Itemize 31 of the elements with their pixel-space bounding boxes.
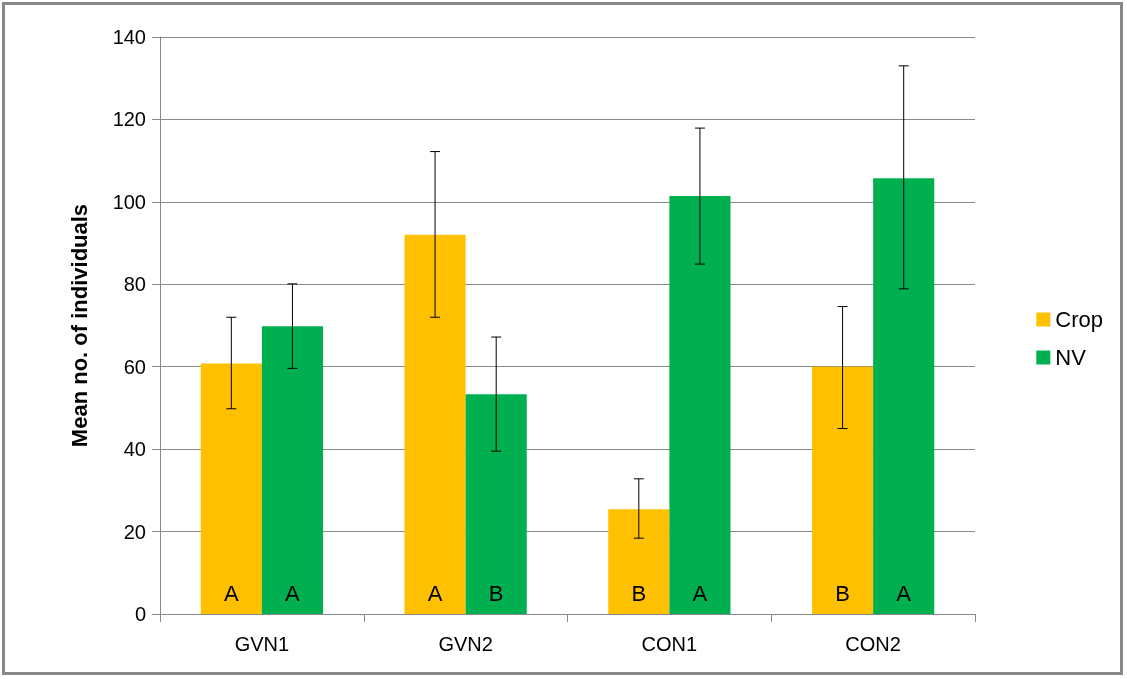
x-tick-label: GVN1	[234, 633, 290, 655]
y-tick-label: 100	[112, 190, 146, 213]
y-tick-label: 140	[112, 26, 146, 48]
bar	[873, 178, 935, 614]
data-label: A	[223, 580, 239, 606]
bar	[200, 363, 262, 614]
y-tick-label: 60	[123, 355, 146, 378]
data-label: B	[488, 580, 504, 606]
bar	[669, 196, 731, 614]
data-label: A	[692, 580, 708, 606]
bar	[812, 366, 874, 614]
bar	[465, 394, 527, 614]
x-tick-label: CON1	[641, 633, 698, 655]
x-tick-label: GVN2	[438, 633, 493, 655]
data-label: B	[631, 580, 647, 606]
legend-label: NV	[1055, 345, 1087, 370]
bar	[261, 326, 323, 614]
legend-label: Crop	[1055, 307, 1103, 332]
y-axis-title: Mean no. of individuals	[66, 203, 92, 448]
bar	[404, 234, 466, 614]
y-tick-label: 20	[123, 520, 146, 543]
y-tick-label: 120	[112, 108, 146, 131]
y-tick-label: 40	[123, 438, 146, 461]
y-tick-label: 0	[134, 603, 146, 625]
data-label: B	[835, 580, 850, 606]
data-label: A	[896, 580, 912, 606]
data-label: A	[285, 580, 301, 606]
data-label: A	[427, 580, 443, 606]
x-tick-label: CON2	[845, 633, 901, 655]
bar	[608, 509, 670, 614]
y-tick-label: 80	[123, 273, 146, 296]
